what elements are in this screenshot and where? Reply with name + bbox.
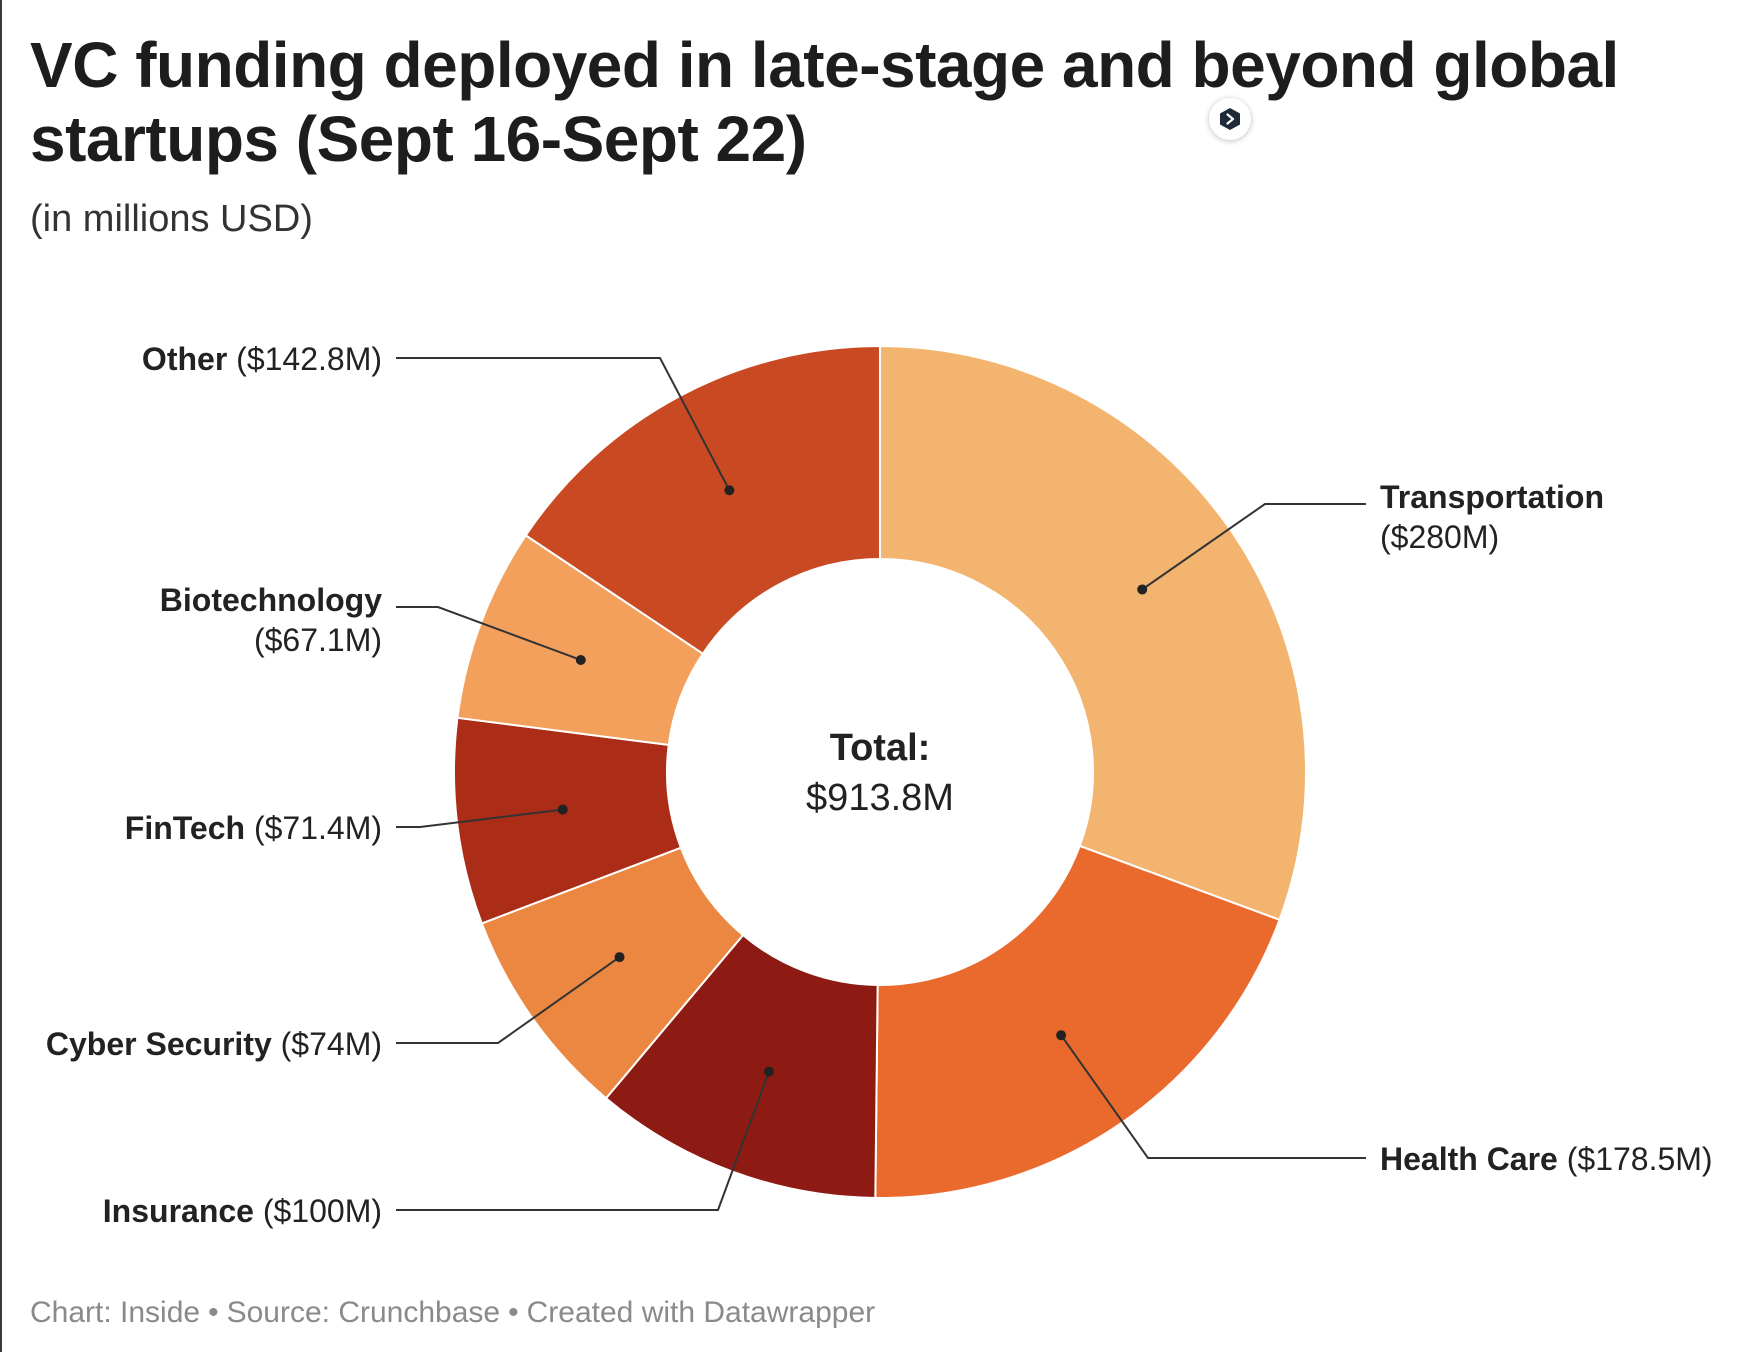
slice-label-value: ($142.8M) — [227, 341, 382, 377]
leader-dot-insurance — [764, 1066, 775, 1077]
slice-label-value: ($74M) — [272, 1026, 382, 1062]
left-border — [0, 0, 2, 1352]
datawrapper-badge[interactable] — [1209, 98, 1251, 140]
chart-subtitle: (in millions USD) — [30, 198, 313, 240]
slice-label-value: ($100M) — [254, 1193, 382, 1229]
footer-separator: • — [508, 1296, 519, 1329]
footer-source: Source: Crunchbase — [226, 1296, 501, 1329]
slice-label-name: FinTech — [125, 810, 245, 846]
slice-transportation[interactable] — [879, 344, 1307, 922]
slice-label-name: Other — [142, 341, 227, 377]
footer-chart-credit: Chart: Inside — [30, 1296, 201, 1329]
footer-separator: • — [208, 1296, 219, 1329]
slice-label-other: Other ($142.8M) — [142, 341, 382, 377]
center-total-heading: Total: — [830, 727, 931, 769]
slice-value-label-transportation: ($280M) — [1380, 519, 1499, 555]
leader-line-biotechnology — [396, 606, 582, 661]
slice-label-insurance: Insurance ($100M) — [103, 1193, 382, 1229]
slice-label-name: Health Care — [1380, 1141, 1558, 1177]
slice-label-value: ($178.5M) — [1558, 1141, 1713, 1177]
slice-health-care[interactable] — [874, 844, 1281, 1199]
leader-dot-biotechnology — [575, 654, 586, 665]
leader-dot-cyber-security — [614, 952, 625, 963]
leader-line-cyber-security — [396, 956, 621, 1044]
leader-line-insurance — [396, 1071, 770, 1211]
chart-footer: Chart: Inside • Source: Crunchbase • Created… — [30, 1296, 875, 1330]
slice-label-transportation: Transportation — [1380, 479, 1604, 515]
slice-label-name: Cyber Security — [46, 1026, 272, 1062]
footer-created-with: Created with Datawrapper — [526, 1296, 876, 1329]
leader-line-health-care — [1060, 1034, 1366, 1159]
slice-label-value: ($71.4M) — [245, 810, 382, 846]
center-total-value: $913.8M — [806, 777, 954, 819]
slice-other[interactable] — [524, 344, 881, 656]
slice-label-name: Insurance — [103, 1193, 254, 1229]
leader-dot-fintech — [557, 804, 568, 815]
leader-line-transportation — [1141, 503, 1366, 591]
datawrapper-logo-icon — [1220, 108, 1240, 130]
slice-label-health-care: Health Care ($178.5M) — [1380, 1141, 1713, 1177]
leader-dot-other — [724, 485, 735, 496]
slice-insurance[interactable] — [604, 933, 879, 1199]
leader-line-other — [396, 357, 731, 491]
leader-dot-transportation — [1137, 584, 1148, 595]
slice-label-cyber-security: Cyber Security ($74M) — [46, 1026, 382, 1062]
slice-label-fintech: FinTech ($71.4M) — [125, 810, 382, 846]
slice-label-name: Biotechnology — [160, 582, 382, 618]
slice-value-label-biotechnology: ($67.1M) — [254, 622, 382, 658]
chart-title: VC funding deployed in late-stage and be… — [30, 29, 1619, 175]
leader-line-fintech — [396, 808, 563, 828]
slice-label-biotechnology: Biotechnology — [160, 582, 382, 618]
leader-dot-health-care — [1056, 1030, 1067, 1041]
slice-label-name: Transportation — [1380, 479, 1604, 515]
